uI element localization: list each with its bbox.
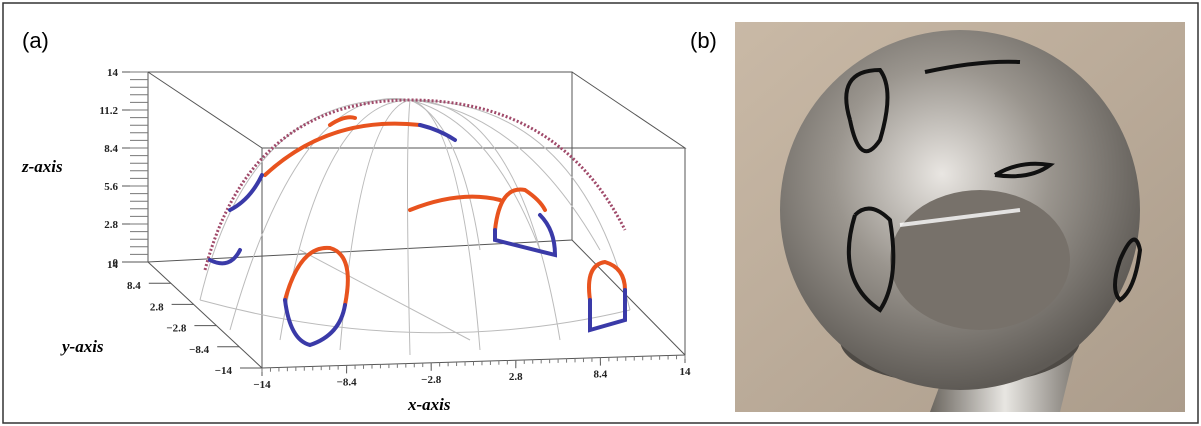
y-tick-label: −14 — [215, 365, 233, 377]
y-axis-title: y-axis — [60, 337, 104, 356]
trajectory — [589, 262, 625, 300]
z-axis-title: z-axis — [21, 157, 63, 176]
plot-3d: 1411.28.45.62.80148.42.8−2.8−8.4−14−14−8… — [21, 67, 691, 414]
y-tick-label: 14 — [107, 259, 119, 271]
trajectory — [285, 300, 345, 345]
z-tick-label: 11.2 — [99, 105, 118, 117]
z-tick-label: 14 — [107, 67, 119, 79]
y-tick-label: −8.4 — [189, 344, 210, 356]
top-edge — [148, 72, 685, 148]
meridians — [200, 99, 630, 355]
trajectory — [410, 197, 500, 210]
x-tick-label: 8.4 — [594, 369, 608, 381]
y-tick-label: 2.8 — [150, 301, 164, 313]
x-tick-label: −2.8 — [421, 374, 442, 386]
trajectory — [495, 190, 545, 231]
z-tick-label: 2.8 — [104, 219, 118, 231]
x-tick-label: 14 — [680, 366, 692, 378]
x-tick-label: −14 — [253, 379, 271, 391]
z-tick-label: 5.6 — [104, 181, 118, 193]
x-tick-label: −8.4 — [337, 376, 358, 388]
trajectory — [285, 248, 348, 305]
y-tick-label: 8.4 — [127, 280, 141, 292]
trajectory — [330, 117, 355, 125]
panel-label: (b) — [690, 28, 717, 53]
trajectory — [210, 175, 262, 263]
z-tick-label: 8.4 — [104, 143, 118, 155]
trajectory — [590, 290, 625, 330]
x-axis-title: x-axis — [407, 395, 451, 414]
photo — [735, 22, 1185, 412]
trajectory — [495, 215, 555, 255]
trajectory — [265, 124, 420, 175]
x-tick-label: 2.8 — [509, 371, 523, 383]
back-wall — [148, 72, 572, 262]
panel-label: (a) — [22, 28, 49, 53]
y-tick-label: −2.8 — [166, 323, 187, 335]
figure: (a) (b) 1411.28.45.62.80148.42.8−2.8−8.4… — [0, 0, 1201, 426]
